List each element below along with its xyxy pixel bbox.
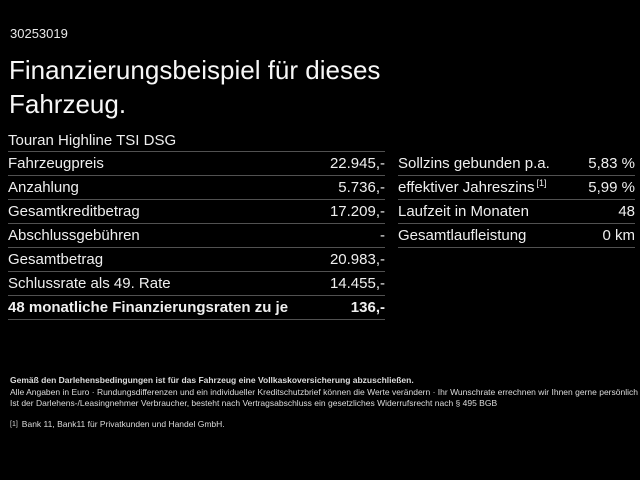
footnote-text: Bank 11, Bank11 für Privatkunden und Han…: [21, 418, 225, 429]
page-title-line2: Fahrzeug.: [9, 89, 127, 119]
withdrawal-right-line: Ist der Darlehens-/Leasingnehmer Verbrau…: [10, 398, 498, 408]
row-label: Fahrzeugpreis: [8, 155, 104, 172]
footnote-reference: [1]: [536, 178, 547, 188]
row-label: Gesamtlaufleistung: [398, 227, 527, 244]
row-monthly-installments: 48 monatliche Finanzierungsraten zu je 1…: [8, 296, 385, 320]
row-down-payment: Anzahlung 5.736,-: [8, 176, 385, 200]
row-label: effektiver Jahreszins [1]: [398, 178, 547, 197]
insurance-requirement-note: Gemäß den Darlehensbedingungen ist für d…: [10, 375, 414, 385]
row-value: 17.209,-: [329, 203, 385, 220]
row-value: 22.945,-: [329, 155, 385, 172]
footnote-marker: [1]: [10, 420, 18, 428]
row-value: -: [380, 227, 385, 244]
vehicle-model-label: Touran Highline TSI DSG: [8, 131, 177, 149]
row-vehicle-price: Fahrzeugpreis 22.945,-: [8, 152, 385, 176]
row-final-installment: Schlussrate als 49. Rate 14.455,-: [8, 272, 385, 296]
disclaimer-line: Alle Angaben in Euro · Rundungsdifferenz…: [10, 386, 638, 397]
row-borrowing-rate: Sollzins gebunden p.a. 5,83 %: [398, 152, 635, 176]
row-value: 5.736,-: [338, 179, 385, 196]
row-label: Anzahlung: [8, 179, 79, 196]
row-value: 0 km: [602, 227, 635, 244]
bank-footnote: [1] Bank 11, Bank11 für Privatkunden und …: [10, 419, 632, 431]
page-title: Finanzierungsbeispiel für dieses Fahrzeug…: [9, 53, 380, 121]
row-label: 48 monatliche Finanzierungsraten zu je: [8, 299, 289, 316]
row-term-in-months: Laufzeit in Monaten 48: [398, 200, 635, 224]
row-label: Gesamtkreditbetrag: [8, 203, 140, 220]
row-total-mileage: Gesamtlaufleistung 0 km: [398, 224, 635, 248]
row-label: Sollzins gebunden p.a.: [398, 155, 550, 172]
row-value: 5,83 %: [588, 155, 635, 172]
page-title-line1: Finanzierungsbeispiel für dieses: [9, 55, 381, 85]
vehicle-model-header: Touran Highline TSI DSG: [8, 129, 385, 152]
row-label-text: effektiver Jahreszins: [398, 179, 535, 196]
row-label: Gesamtbetrag: [8, 251, 104, 268]
row-value: 48: [618, 203, 635, 220]
financing-table: Touran Highline TSI DSG Fahrzeugpreis 22…: [8, 129, 385, 320]
row-label: Laufzeit in Monaten: [398, 203, 529, 220]
row-effective-annual-rate: effektiver Jahreszins [1] 5,99 %: [398, 176, 635, 200]
row-value: 14.455,-: [329, 275, 385, 292]
row-label: Abschlussgebühren: [8, 227, 140, 244]
reference-number: 30253019: [10, 26, 68, 41]
row-value: 5,99 %: [588, 179, 635, 196]
row-closing-fees: Abschlussgebühren -: [8, 224, 385, 248]
legal-fine-print: Gemäß den Darlehensbedingungen ist für d…: [10, 375, 638, 431]
row-value: 136,-: [350, 299, 385, 316]
row-total-credit-amount: Gesamtkreditbetrag 17.209,-: [8, 200, 385, 224]
row-label: Schlussrate als 49. Rate: [8, 275, 171, 292]
row-value: 20.983,-: [329, 251, 385, 268]
row-total-amount: Gesamtbetrag 20.983,-: [8, 248, 385, 272]
conditions-table: Sollzins gebunden p.a. 5,83 % effektiver…: [398, 152, 635, 248]
